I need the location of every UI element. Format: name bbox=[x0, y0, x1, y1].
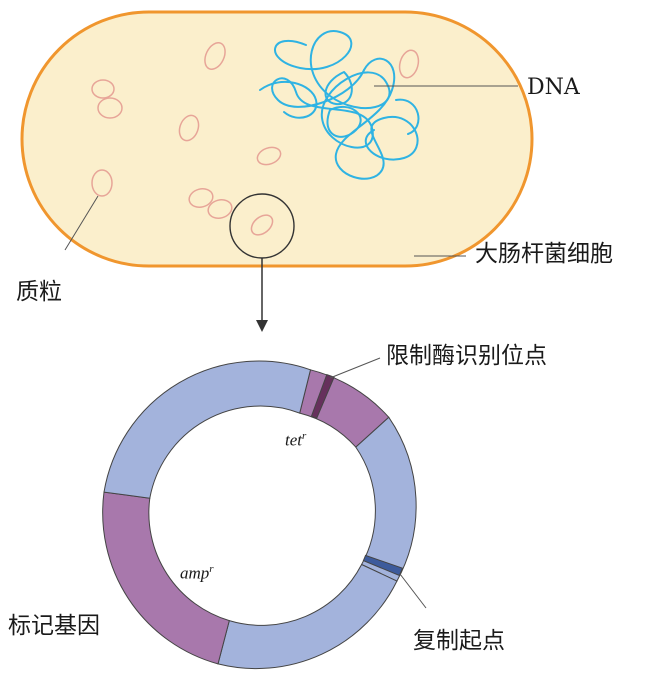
zoom-arrow-head bbox=[256, 320, 268, 332]
tet-resistance-gene-label: tetr bbox=[285, 430, 307, 450]
plasmid-small bbox=[398, 49, 420, 79]
origin-leader-line bbox=[399, 573, 427, 609]
backbone-segment bbox=[103, 360, 312, 499]
marker-gene-label: 标记基因 bbox=[8, 613, 100, 639]
plasmid-group bbox=[91, 42, 420, 236]
plasmid-leader-line bbox=[64, 195, 99, 251]
plasmid-small bbox=[250, 214, 274, 236]
plasmid-small bbox=[207, 199, 233, 219]
plasmid-small bbox=[204, 42, 226, 70]
dna-label: DNA bbox=[527, 75, 580, 100]
origin-marker bbox=[362, 554, 404, 577]
plasmid-small bbox=[256, 146, 282, 166]
ecoli-cell-body bbox=[20, 10, 534, 268]
plasmid-small bbox=[91, 169, 113, 197]
plasmid-small bbox=[91, 79, 115, 99]
restriction-site-marker bbox=[310, 373, 335, 419]
backbone-segment bbox=[217, 563, 398, 670]
restriction-leader-line bbox=[329, 357, 381, 379]
plasmid-label: 质粒 bbox=[16, 279, 62, 305]
plasmid-small bbox=[188, 188, 214, 208]
plasmid-map-ring bbox=[102, 360, 417, 670]
origin-label: 复制起点 bbox=[413, 628, 505, 654]
restriction-site-label: 限制酶识别位点 bbox=[386, 343, 547, 369]
dna-coil bbox=[259, 30, 420, 180]
amp-resistance-gene-label: ampr bbox=[180, 563, 214, 583]
plasmid-small bbox=[97, 97, 123, 119]
plasmid-small bbox=[178, 114, 200, 142]
ecoli-cell-label: 大肠杆菌细胞 bbox=[475, 241, 613, 267]
